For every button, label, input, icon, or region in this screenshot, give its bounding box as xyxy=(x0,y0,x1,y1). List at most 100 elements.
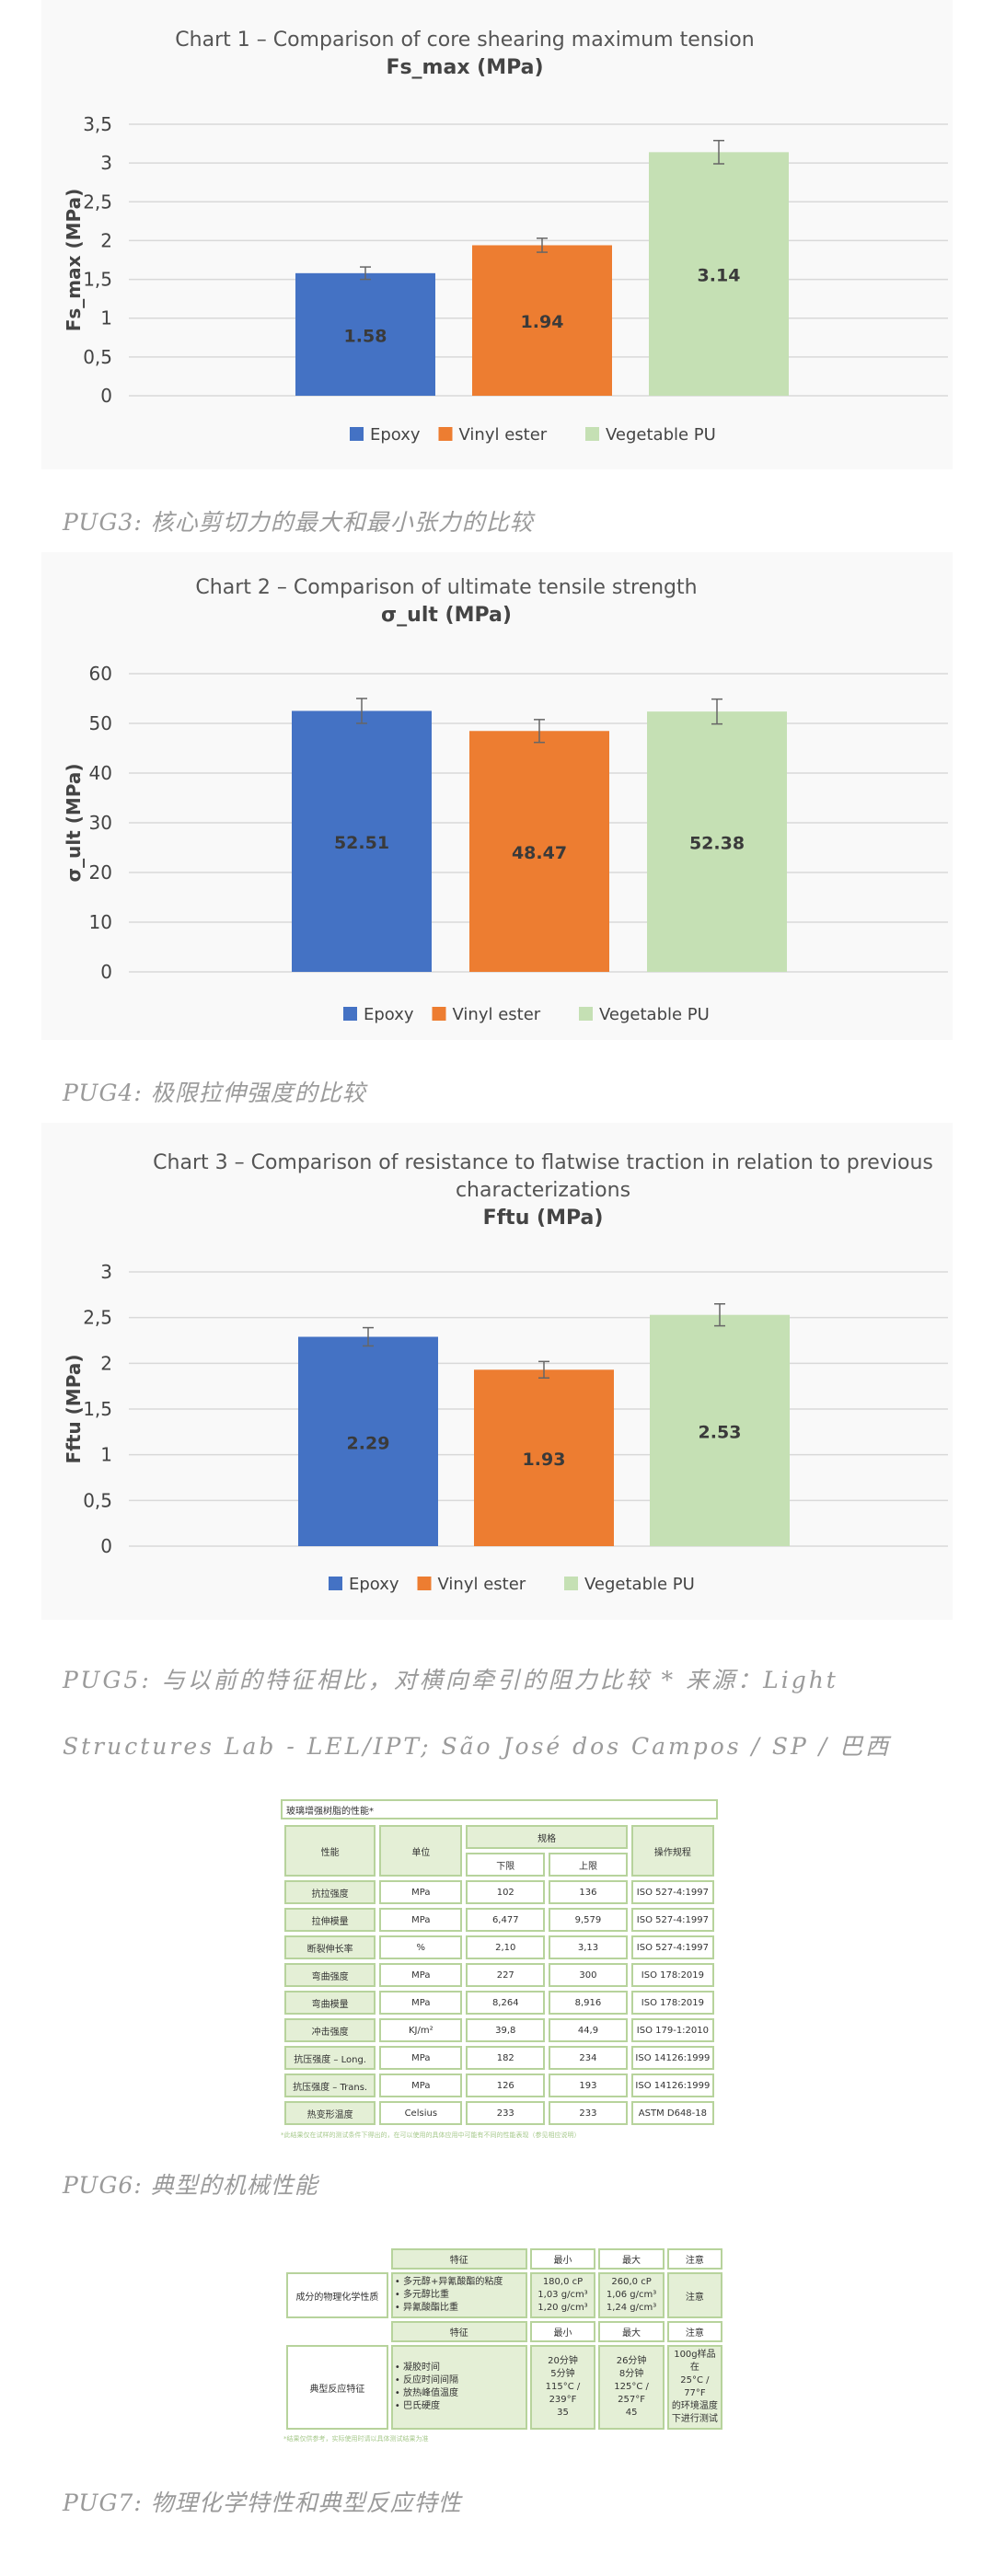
legend-swatch xyxy=(343,1007,357,1021)
feature-line: • 放热峰值温度 xyxy=(394,2388,458,2398)
table-row: 冲击强度 KJ/m² 39,8 44,9 ISO 179-1:2010 xyxy=(284,2018,714,2042)
header-min-2: 最小 xyxy=(529,2321,596,2342)
note-line: 下进行测试 xyxy=(671,2414,718,2424)
cell-lower: 227 xyxy=(466,1963,546,1987)
cell-lower: 2,10 xyxy=(466,1935,546,1959)
feature-line: • 多元醇+异氰酸酯的粘度 xyxy=(394,2277,503,2287)
cell-lower: 126 xyxy=(466,2074,546,2097)
header-lower: 下限 xyxy=(466,1853,546,1877)
y-tick-label: 2,5 xyxy=(83,1307,112,1329)
header-min: 最小 xyxy=(529,2248,596,2270)
y-tick-label: 3 xyxy=(100,152,112,174)
data-label: 1.58 xyxy=(344,326,387,346)
cell-lower: 8,264 xyxy=(466,1991,546,2015)
caption-pug5: PUG5: 与以前的特征相比，对横向牵引的阻力比较 * 来源：Light Str… xyxy=(63,1667,892,1760)
feature-line: • 异氰酸酯比重 xyxy=(394,2303,458,2313)
data-label: 48.47 xyxy=(512,843,567,863)
cell-lower: 6,477 xyxy=(466,1908,546,1932)
legend-swatch xyxy=(579,1007,593,1021)
legend-entry: Vinyl ester xyxy=(453,1005,541,1024)
cell-procedure: ISO 527-4:1997 xyxy=(630,1880,714,1904)
bar-vegetable-pu xyxy=(650,1314,790,1546)
chart-1-card: Chart 1 – Comparison of core shearing ma… xyxy=(41,0,953,469)
cell-property: 弯曲模量 xyxy=(284,1991,376,2015)
cell-unit: MPa xyxy=(379,2074,463,2097)
min-value: 20分钟 xyxy=(548,2356,578,2366)
chart-subtitle: σ_ult (MPa) xyxy=(381,604,512,627)
table-row: 抗拉强度 MPa 102 136 ISO 527-4:1997 xyxy=(284,1880,714,1904)
y-tick-label: 10 xyxy=(89,911,112,933)
data-label: 1.94 xyxy=(521,312,564,332)
physicochemical-table: 特征 最小 最大 注意 成分的物理化学性质 • 多元醇+异氰酸酯的粘度 • 多元… xyxy=(283,2246,725,2448)
y-tick-label: 0,5 xyxy=(83,346,112,368)
header-note: 注意 xyxy=(666,2248,722,2270)
y-axis-label: σ_ult (MPa) xyxy=(63,764,85,883)
bar-vinyl-ester xyxy=(474,1369,614,1546)
data-label: 2.53 xyxy=(699,1422,742,1442)
table-row: 拉伸模量 MPa 6,477 9,579 ISO 527-4:1997 xyxy=(284,1908,714,1932)
cell-property: 热变形温度 xyxy=(284,2101,376,2125)
chart-title: Chart 1 – Comparison of core shearing ma… xyxy=(175,29,754,52)
data-label: 52.38 xyxy=(689,834,745,854)
max-value: 125°C / 257°F xyxy=(614,2382,649,2405)
cell-procedure: ISO 14126:1999 xyxy=(630,2074,714,2097)
table-row: 弯曲模量 MPa 8,264 8,916 ISO 178:2019 xyxy=(284,1991,714,2015)
y-tick-label: 2 xyxy=(100,229,112,251)
cell-procedure: ASTM D648-18 xyxy=(630,2101,714,2125)
y-tick-label: 2,5 xyxy=(83,191,112,213)
group2-features: • 凝胶时间 • 反应时间间隔 • 放热峰值温度 • 巴氏硬度 xyxy=(390,2345,527,2430)
y-tick-label: 1 xyxy=(100,307,112,329)
cell-unit: % xyxy=(379,1935,463,1959)
table-row: 抗压强度 – Long. MPa 182 234 ISO 14126:1999 xyxy=(284,2046,714,2070)
table-row: 抗压强度 – Trans. MPa 126 193 ISO 14126:1999 xyxy=(284,2074,714,2097)
table-footnote: *此结果仅在试样的测试条件下得出的，在可以使用的具体应用中可能有不同的性能表现（… xyxy=(281,2131,581,2139)
cell-procedure: ISO 178:2019 xyxy=(630,1991,714,2015)
legend-entry: Vinyl ester xyxy=(459,425,548,445)
data-label: 52.51 xyxy=(334,833,389,853)
cell-lower: 182 xyxy=(466,2046,546,2070)
min-value: 1,20 g/cm³ xyxy=(537,2303,588,2313)
y-tick-label: 1,5 xyxy=(83,1398,112,1420)
cell-upper: 234 xyxy=(549,2046,628,2070)
legend-swatch xyxy=(329,1577,342,1590)
note-line: 的环境温度 xyxy=(671,2401,718,2411)
legend-entry: Vinyl ester xyxy=(438,1575,526,1594)
cell-procedure: ISO 527-4:1997 xyxy=(630,1935,714,1959)
cell-property: 断裂伸长率 xyxy=(284,1935,376,1959)
max-value: 45 xyxy=(625,2408,638,2418)
legend-entry: Vegetable PU xyxy=(599,1005,710,1024)
table-row: 断裂伸长率% 2,10 3,13 ISO 527-4:1997 xyxy=(284,1935,714,1959)
chart-subtitle: Fs_max (MPa) xyxy=(386,56,543,79)
min-value: 1,03 g/cm³ xyxy=(537,2290,588,2300)
cell-unit: MPa xyxy=(379,1908,463,1932)
bar-vegetable-pu xyxy=(647,711,787,972)
cell-unit: KJ/m² xyxy=(379,2018,463,2042)
y-tick-label: 60 xyxy=(89,663,112,685)
feature-line: • 巴氏硬度 xyxy=(394,2401,440,2411)
group1-min: 180,0 cP 1,03 g/cm³ 1,20 g/cm³ xyxy=(529,2272,596,2318)
y-tick-label: 1,5 xyxy=(83,269,112,291)
bar-vegetable-pu xyxy=(649,152,789,397)
props-table: 特征 最小 最大 注意 成分的物理化学性质 • 多元醇+异氰酸酯的粘度 • 多元… xyxy=(283,2246,725,2432)
min-value: 115°C / 239°F xyxy=(545,2382,581,2405)
cell-property: 抗拉强度 xyxy=(284,1880,376,1904)
group1-features: • 多元醇+异氰酸酯的粘度 • 多元醇比重 • 异氰酸酯比重 xyxy=(390,2272,527,2318)
cell-upper: 8,916 xyxy=(549,1991,628,2015)
caption-pug3: PUG3: 核心剪切力的最大和最小张力的比较 xyxy=(63,509,534,536)
legend-entry: Vegetable PU xyxy=(606,425,716,445)
chart-title: Chart 3 – Comparison of resistance to fl… xyxy=(153,1151,933,1174)
cell-upper: 136 xyxy=(549,1880,628,1904)
chart-subtitle: Fftu (MPa) xyxy=(483,1207,604,1230)
cell-upper: 300 xyxy=(549,1963,628,1987)
header-spec: 规格 xyxy=(466,1825,628,1849)
y-tick-label: 50 xyxy=(89,712,112,734)
chart-title: characterizations xyxy=(456,1179,630,1202)
y-tick-label: 40 xyxy=(89,762,112,784)
table-row: 弯曲强度 MPa 227 300 ISO 178:2019 xyxy=(284,1963,714,1987)
header-note-2: 注意 xyxy=(666,2321,722,2342)
header-property: 性能 xyxy=(284,1825,376,1877)
cell-unit: Celsius xyxy=(379,2101,463,2125)
legend-swatch xyxy=(350,427,364,441)
cell-property: 弯曲强度 xyxy=(284,1963,376,1987)
cell-procedure: ISO 527-4:1997 xyxy=(630,1908,714,1932)
